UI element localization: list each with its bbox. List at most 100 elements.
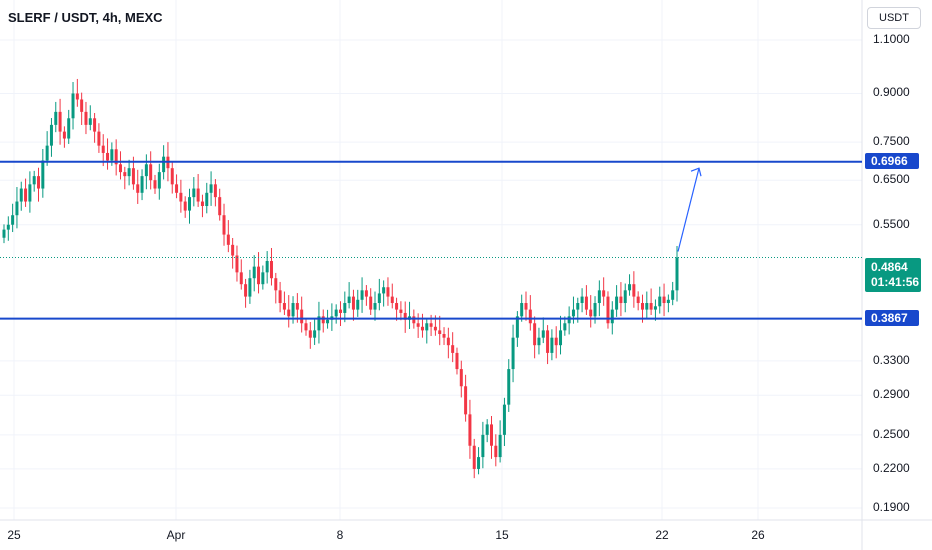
candle-body [377,293,381,304]
candle-body [54,111,58,125]
candle-body [636,296,640,304]
candle-body [269,261,273,279]
candle-body [511,337,515,370]
candle-body [464,386,468,415]
candle-body [451,345,455,353]
candle-body [382,287,386,294]
candle-body [559,330,563,346]
candle-body [481,434,485,458]
chart-title: SLERF / USDT, 4h, MEXC [8,10,163,25]
candle-body [485,424,489,435]
candle-body [515,316,519,338]
candle-body [295,303,299,310]
candle-body [222,215,226,235]
candle-body [640,303,644,310]
candle-body [628,284,632,291]
candle-body [541,330,545,338]
candle-body [429,323,433,327]
candle-body [567,316,571,324]
candle-body [67,118,71,139]
candle-body [49,124,53,146]
level-label-upper: 0.6966 [865,152,919,169]
candle-body [420,326,424,331]
candle-body [619,296,623,304]
candle-body [287,309,291,317]
currency-button[interactable]: USDT [867,7,921,29]
y-tick-label: 0.9000 [873,85,910,100]
y-tick-label: 1.1000 [873,32,910,46]
candle-body [498,434,502,458]
candle-body [278,290,282,304]
candle-body [576,303,580,310]
candle-body [537,337,541,346]
candle-body [326,319,330,324]
candle-body [88,118,92,125]
candle-body [455,352,459,370]
candle-body [41,160,45,189]
candle-body [37,176,41,189]
x-tick-label: 25 [7,528,21,542]
candle-body [257,266,261,285]
candle-body [153,180,157,189]
candle-body [101,145,105,153]
candle-body [438,330,442,335]
candle-body [11,215,15,225]
candle-body [416,323,420,327]
candle-body [343,303,347,313]
candle-body [136,184,140,193]
candle-body [602,290,606,297]
candle-body [15,201,19,216]
candle-body [114,149,118,165]
current-price-box: 0.4864 01:41:56 [865,258,921,292]
candle-body [347,296,351,304]
candle-body [239,272,243,285]
candle-body [390,296,394,304]
candle-body [118,164,122,173]
candle-body [671,290,675,300]
candle-body [313,330,317,338]
candle-body [446,337,450,346]
candle-body [502,404,506,435]
candle-body [550,337,554,353]
candle-body [32,176,36,185]
candle-body [58,111,62,132]
candle-body [218,197,222,216]
candle-body [584,296,588,310]
candle-body [425,323,429,331]
candle-body [649,303,653,310]
candle-body [468,414,472,446]
candle-body [213,184,217,198]
candle-body [571,309,575,317]
candle-body [563,323,567,331]
x-tick-label: Apr [166,528,186,542]
candle-body [528,309,532,324]
candle-body [196,188,200,202]
candle-body [274,278,278,291]
candle-body [580,296,584,304]
projection-arrow [677,168,700,252]
candle-body [24,188,28,202]
candle-body [472,445,476,469]
candle-body [489,424,493,446]
candle-body [339,309,342,313]
candle-body [386,287,390,297]
candle-body [110,149,114,161]
candle-body [261,272,265,285]
candle-body [403,312,407,320]
candle-body [593,303,597,317]
candle-body [412,316,416,324]
x-tick-label: 8 [336,528,344,542]
candle-body [131,168,135,185]
candle-body [597,290,601,304]
candle-body [658,296,662,307]
candle-body [149,164,153,181]
candle-body [205,192,209,207]
candle-body [373,303,377,310]
level-label-lower: 0.3867 [865,309,919,326]
candle-body [144,164,148,177]
candle-body [80,99,84,112]
candle-body [188,197,192,211]
candle-body [494,445,498,458]
candle-body [183,201,187,211]
